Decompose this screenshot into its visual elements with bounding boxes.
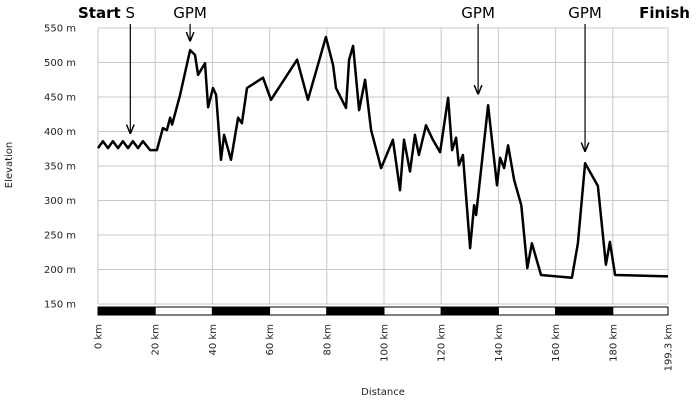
annotation-label: GPM <box>461 4 495 22</box>
x-tick-label: 160 km <box>551 324 562 362</box>
x-axis-label: Distance <box>361 387 405 398</box>
distance-band <box>154 306 213 316</box>
x-tick-label: 20 km <box>151 324 162 355</box>
y-tick-label: 500 m <box>44 58 76 69</box>
y-tick-label: 550 m <box>44 24 76 35</box>
x-tick-label: 80 km <box>322 324 333 355</box>
x-tick-label: 0 km <box>94 324 105 349</box>
distance-band <box>555 306 614 316</box>
distance-band <box>440 306 499 316</box>
y-tick-label: 350 m <box>44 162 76 173</box>
x-tick-label: 40 km <box>208 324 219 355</box>
distance-band <box>211 306 271 316</box>
y-tick-label: 450 m <box>44 93 76 104</box>
distance-band <box>383 306 442 316</box>
annotation-label: GPM <box>568 4 602 22</box>
distance-band <box>612 306 669 316</box>
y-tick-label: 300 m <box>44 196 76 207</box>
y-tick-label: 200 m <box>44 265 76 276</box>
start-label: Start <box>78 4 121 22</box>
x-tick-label: 120 km <box>437 324 448 362</box>
distance-band <box>97 306 156 316</box>
x-tick-label: 180 km <box>608 324 619 362</box>
y-axis-label: Elevation <box>4 142 15 188</box>
y-tick-label: 250 m <box>44 231 76 242</box>
annotation-label: S <box>126 4 136 22</box>
y-tick-label: 150 m <box>44 300 76 311</box>
x-tick-label: 100 km <box>380 324 391 362</box>
annotation-label: GPM <box>173 4 207 22</box>
x-tick-label: 60 km <box>265 324 276 355</box>
x-tick-label: 199.3 km <box>664 324 675 371</box>
distance-band <box>497 306 557 316</box>
elevation-line <box>96 35 669 280</box>
y-tick-label: 400 m <box>44 127 76 138</box>
finish-label: Finish <box>639 4 690 22</box>
distance-band <box>326 306 385 316</box>
distance-band <box>269 306 328 316</box>
x-tick-label: 140 km <box>494 324 505 362</box>
